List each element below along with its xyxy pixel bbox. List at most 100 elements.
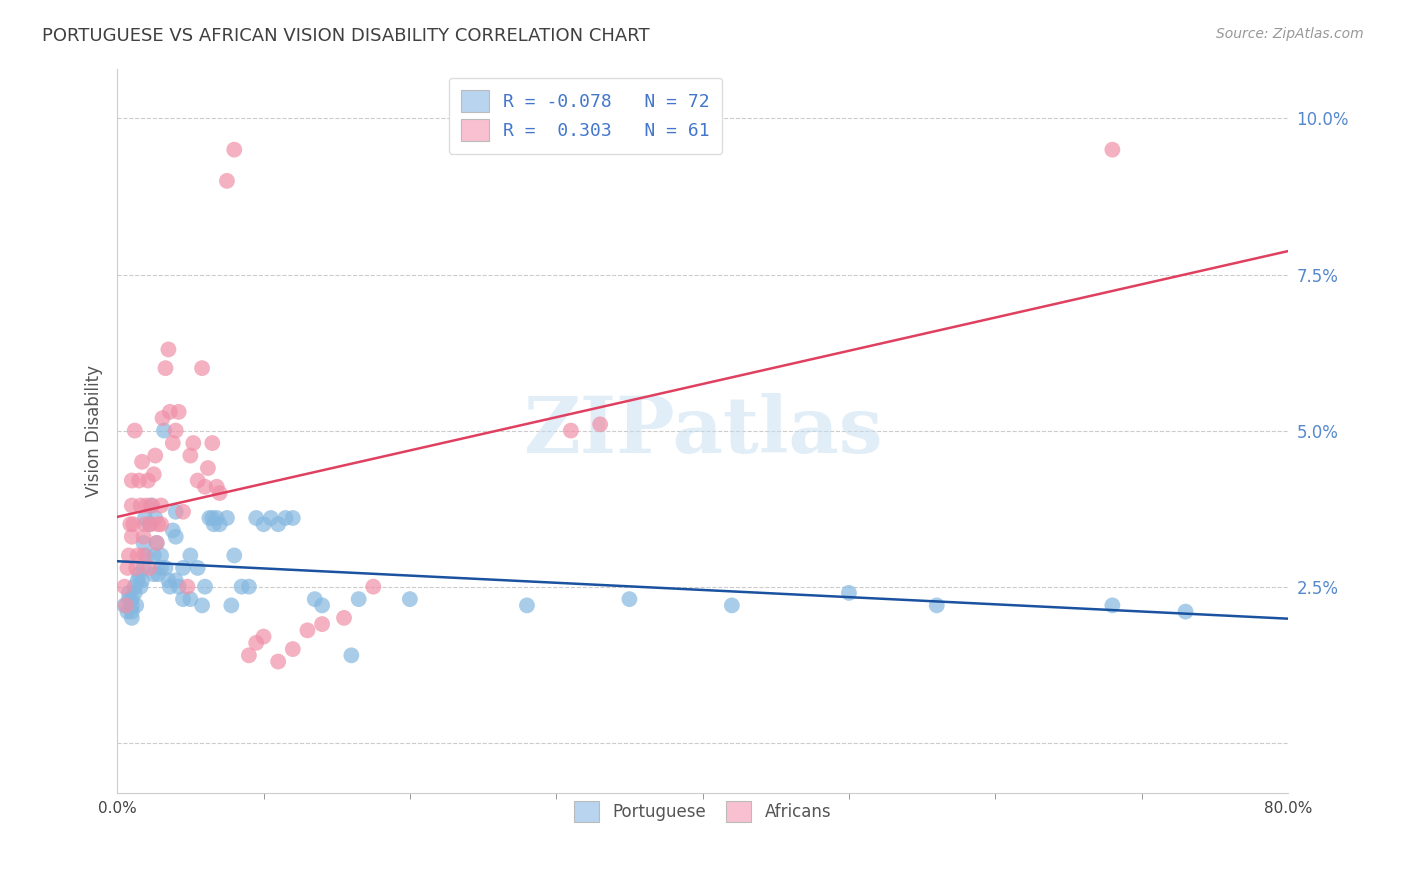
Point <box>131 574 153 588</box>
Point <box>132 561 155 575</box>
Point <box>167 580 190 594</box>
Point <box>179 549 201 563</box>
Point <box>197 461 219 475</box>
Point <box>127 574 149 588</box>
Point <box>129 580 152 594</box>
Point <box>135 499 157 513</box>
Point <box>721 599 744 613</box>
Point <box>132 536 155 550</box>
Point <box>165 574 187 588</box>
Point <box>159 580 181 594</box>
Point <box>224 549 246 563</box>
Point <box>136 474 159 488</box>
Point <box>150 549 173 563</box>
Point <box>121 592 143 607</box>
Point <box>333 611 356 625</box>
Point <box>399 592 422 607</box>
Point <box>135 549 157 563</box>
Point <box>238 580 260 594</box>
Point <box>155 561 177 575</box>
Point <box>925 599 948 613</box>
Point <box>153 424 176 438</box>
Point <box>245 636 267 650</box>
Point <box>281 642 304 657</box>
Point <box>145 536 167 550</box>
Point <box>274 511 297 525</box>
Point <box>165 424 187 438</box>
Point <box>145 536 167 550</box>
Point <box>134 511 156 525</box>
Text: ZIPatlas: ZIPatlas <box>523 392 883 468</box>
Point <box>224 143 246 157</box>
Point <box>340 648 363 663</box>
Point <box>142 549 165 563</box>
Point <box>128 567 150 582</box>
Point <box>260 511 283 525</box>
Point <box>117 561 139 575</box>
Point <box>311 599 333 613</box>
Point <box>198 511 221 525</box>
Point <box>297 624 319 638</box>
Point <box>146 517 169 532</box>
Point <box>167 405 190 419</box>
Point <box>172 561 194 575</box>
Point <box>132 549 155 563</box>
Point <box>208 486 231 500</box>
Point <box>141 499 163 513</box>
Point <box>142 467 165 482</box>
Point <box>134 517 156 532</box>
Point <box>208 517 231 532</box>
Point <box>162 524 184 538</box>
Point <box>215 174 238 188</box>
Point <box>838 586 860 600</box>
Point <box>187 474 209 488</box>
Point <box>118 586 141 600</box>
Point <box>194 580 217 594</box>
Point <box>142 567 165 582</box>
Point <box>202 517 225 532</box>
Point <box>1101 599 1123 613</box>
Point <box>143 511 166 525</box>
Point <box>162 436 184 450</box>
Point <box>138 561 160 575</box>
Y-axis label: Vision Disability: Vision Disability <box>86 365 103 497</box>
Point <box>252 630 274 644</box>
Point <box>115 599 138 613</box>
Point <box>205 480 228 494</box>
Point <box>157 343 180 357</box>
Point <box>150 499 173 513</box>
Point <box>516 599 538 613</box>
Legend: Portuguese, Africans: Portuguese, Africans <box>561 788 845 835</box>
Point <box>117 605 139 619</box>
Point <box>201 436 224 450</box>
Point <box>129 499 152 513</box>
Point <box>114 580 136 594</box>
Point <box>311 617 333 632</box>
Point <box>179 592 201 607</box>
Point <box>1174 605 1197 619</box>
Point <box>172 592 194 607</box>
Point <box>159 405 181 419</box>
Point <box>150 517 173 532</box>
Point <box>114 599 136 613</box>
Point <box>125 561 148 575</box>
Point <box>304 592 326 607</box>
Point <box>122 517 145 532</box>
Point <box>143 449 166 463</box>
Point <box>120 517 142 532</box>
Point <box>165 530 187 544</box>
Point <box>267 655 290 669</box>
Point <box>194 480 217 494</box>
Point <box>152 411 174 425</box>
Point <box>121 605 143 619</box>
Point <box>205 511 228 525</box>
Point <box>267 517 290 532</box>
Point <box>127 549 149 563</box>
Text: Source: ZipAtlas.com: Source: ZipAtlas.com <box>1216 27 1364 41</box>
Point <box>176 580 198 594</box>
Point <box>146 567 169 582</box>
Point <box>215 511 238 525</box>
Point <box>139 499 162 513</box>
Point <box>187 561 209 575</box>
Point <box>1101 143 1123 157</box>
